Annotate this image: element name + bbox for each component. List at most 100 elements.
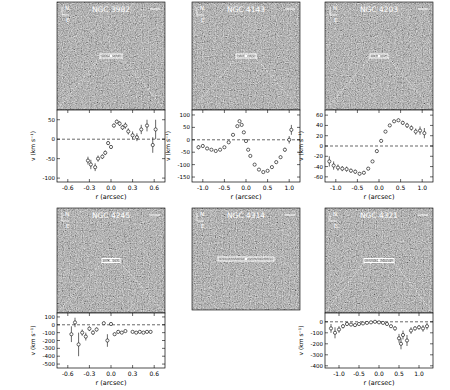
- nucleus: [245, 258, 248, 261]
- panel: NGC 4203NE-1.0-0.50.00.51.0-60-40-200204…: [297, 2, 433, 201]
- y-tick: [325, 156, 328, 157]
- y-tick: [162, 348, 165, 349]
- y-tick-label: 0: [320, 143, 324, 149]
- data-point: [249, 154, 252, 157]
- data-point: [88, 327, 91, 330]
- y-tick-label: -100: [311, 330, 324, 336]
- y-tick-label: -400: [311, 363, 324, 369]
- data-point: [201, 144, 204, 147]
- x-tick: [357, 179, 358, 182]
- data-point: [242, 131, 245, 134]
- data-point: [337, 328, 340, 331]
- compass-n: [197, 213, 198, 221]
- data-point: [104, 151, 107, 154]
- x-tick-label: -0.5: [219, 184, 231, 191]
- x-tick: [132, 365, 133, 368]
- zoom-line: [120, 263, 165, 314]
- y-tick: [57, 158, 60, 159]
- x-tick-label: -0.5: [352, 184, 364, 191]
- y-tick: [57, 316, 60, 317]
- data-point: [247, 148, 250, 151]
- x-tick-label: 1.0: [417, 184, 427, 191]
- panel: NGC 3982NE-0.6-0.30.00.30.6-100-50050r (…: [29, 2, 165, 201]
- galaxy-image: [192, 2, 300, 110]
- data-point: [95, 328, 98, 331]
- slit: [218, 257, 274, 261]
- data-point: [365, 321, 368, 324]
- north-label: N: [65, 211, 69, 217]
- y-tick: [192, 127, 195, 128]
- galaxy-name: NGC 4245: [92, 211, 130, 220]
- data-point: [266, 169, 269, 172]
- zoom-line: [122, 58, 165, 110]
- image-texture: [192, 2, 300, 110]
- data-group: [57, 120, 165, 171]
- plot-frame: [57, 313, 165, 368]
- x-tick: [111, 110, 112, 113]
- galaxy-name: NGC 4321: [360, 211, 398, 220]
- y-tick: [162, 332, 165, 333]
- galaxy-image: [57, 2, 165, 110]
- y-tick-label: 0: [52, 322, 56, 328]
- y-tick: [430, 354, 433, 355]
- x-tick: [335, 179, 336, 182]
- x-tick: [379, 313, 380, 316]
- x-tick-label: -1.0: [330, 184, 342, 191]
- data-point: [393, 120, 396, 123]
- data-point: [371, 160, 374, 163]
- y-axis-label: v (km s⁻¹): [297, 131, 304, 161]
- y-tick: [430, 135, 433, 136]
- y-tick: [297, 164, 300, 165]
- panel: NGC 4314NE: [192, 208, 300, 310]
- east-label: E: [201, 17, 205, 23]
- x-tick: [359, 313, 360, 316]
- x-tick-label: 0.0: [374, 370, 384, 377]
- x-tick: [132, 179, 133, 182]
- zero-line: [325, 146, 433, 147]
- panel: NGC 4143NE-1.0-0.50.00.51.0-150-100-5005…: [164, 2, 300, 201]
- nucleus: [378, 259, 381, 262]
- data-point: [401, 333, 404, 336]
- data-point: [115, 120, 118, 123]
- image-texture: [57, 2, 165, 110]
- y-tick-label: -100: [43, 330, 56, 336]
- figure: NGC 3982NE-0.6-0.30.00.30.6-100-50050r (…: [0, 0, 450, 390]
- x-tick: [335, 110, 336, 113]
- x-tick: [419, 365, 420, 368]
- scale-bar: [285, 9, 295, 10]
- x-tick-label: 0.3: [128, 184, 138, 191]
- data-point: [414, 130, 417, 133]
- scale-bar: [418, 215, 428, 216]
- image-texture: [325, 208, 433, 313]
- data-point: [401, 121, 404, 124]
- y-tick: [430, 166, 433, 167]
- x-tick: [246, 110, 247, 113]
- y-tick: [325, 332, 328, 333]
- compass-e: [62, 221, 69, 222]
- x-tick: [154, 313, 155, 316]
- data-point: [223, 146, 226, 149]
- data-point: [279, 156, 282, 159]
- y-tick-label: 100: [180, 112, 191, 118]
- y-tick-label: -100: [43, 175, 56, 181]
- east-label: E: [66, 223, 70, 229]
- data-point: [290, 128, 293, 131]
- data-point: [238, 120, 241, 123]
- data-point: [418, 129, 421, 132]
- x-tick: [267, 179, 268, 182]
- image-frame: [57, 208, 165, 313]
- x-tick: [132, 110, 133, 113]
- x-tick: [379, 179, 380, 182]
- y-tick: [57, 348, 60, 349]
- data-point: [145, 330, 148, 333]
- data-point: [149, 330, 152, 333]
- y-tick: [162, 356, 165, 357]
- y-tick-label: 50: [183, 124, 190, 130]
- y-tick-label: -300: [43, 345, 56, 351]
- data-point: [109, 145, 112, 148]
- y-tick-label: -20: [314, 153, 323, 159]
- zoom-line: [256, 58, 300, 110]
- data-point: [135, 136, 138, 139]
- y-tick: [430, 125, 433, 126]
- data-point: [341, 325, 344, 328]
